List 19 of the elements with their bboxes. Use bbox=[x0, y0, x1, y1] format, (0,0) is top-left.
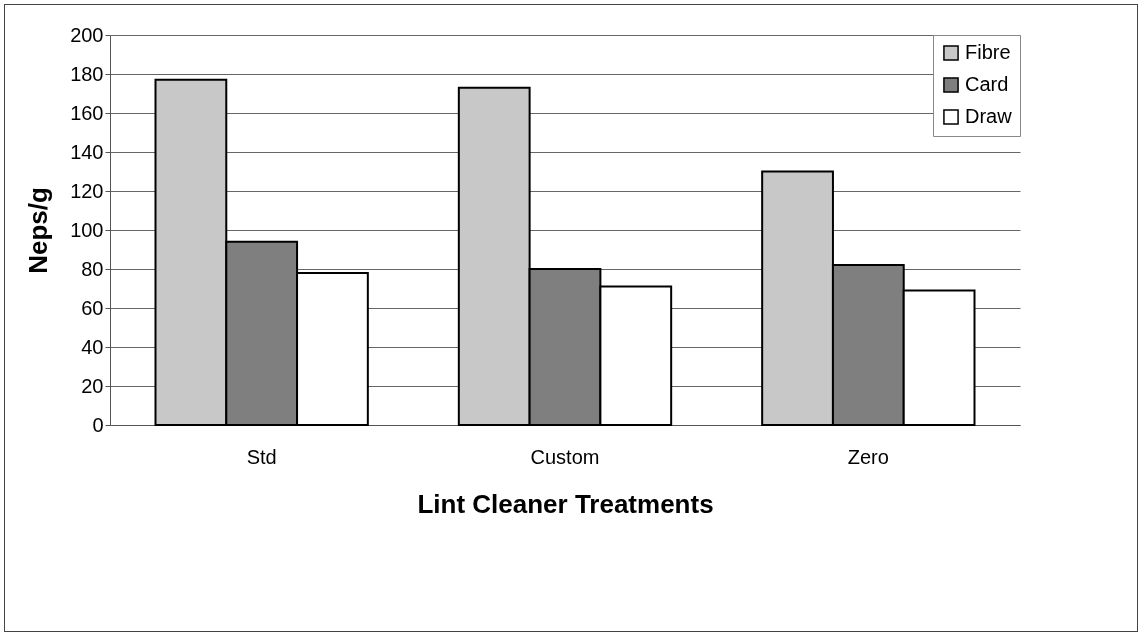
x-tick-label: Custom bbox=[530, 445, 600, 468]
y-tick-label: 180 bbox=[70, 62, 104, 85]
x-tick-label: Zero bbox=[847, 445, 889, 468]
x-axis-title: Lint Cleaner Treatments bbox=[417, 488, 714, 519]
y-tick-label: 40 bbox=[81, 335, 104, 358]
legend-label: Draw bbox=[965, 105, 1013, 127]
y-tick-label: 80 bbox=[81, 257, 104, 280]
legend-label: Fibre bbox=[965, 41, 1011, 63]
x-tick-label: Std bbox=[246, 445, 277, 468]
y-tick-label: 200 bbox=[70, 23, 104, 46]
y-axis-title: Neps/g bbox=[23, 187, 54, 274]
y-tick-label: 120 bbox=[70, 179, 104, 202]
y-tick-label: 160 bbox=[70, 101, 104, 124]
y-tick-label: 20 bbox=[81, 374, 104, 397]
y-tick-label: 100 bbox=[70, 218, 104, 241]
y-tick-label: 60 bbox=[81, 296, 104, 319]
y-tick-label: 140 bbox=[70, 140, 104, 163]
y-tick-label: 0 bbox=[92, 413, 104, 436]
legend-label: Card bbox=[965, 73, 1009, 95]
